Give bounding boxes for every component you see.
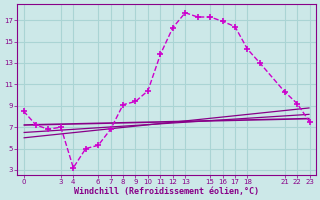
X-axis label: Windchill (Refroidissement éolien,°C): Windchill (Refroidissement éolien,°C) [74, 187, 259, 196]
